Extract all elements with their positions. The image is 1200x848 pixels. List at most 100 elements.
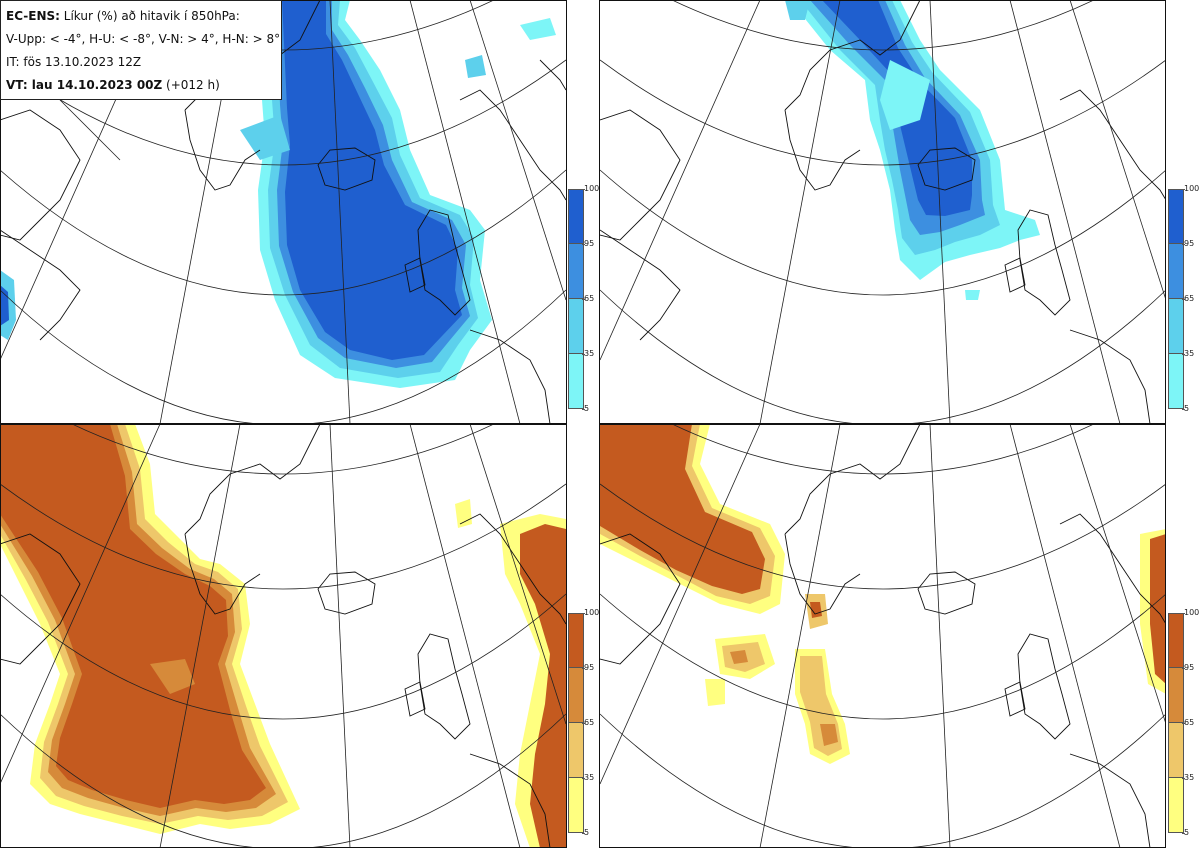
prob-blob-b-core — [820, 724, 838, 746]
meridian-20w — [759, 424, 841, 848]
legend-tick-label: 35 — [1184, 773, 1195, 782]
iceland-coast — [317, 147, 376, 191]
europe-coast — [469, 753, 551, 848]
graticule — [600, 424, 1166, 848]
map-top-right-svg — [600, 0, 1166, 424]
legend-tick-label: 95 — [1184, 663, 1195, 672]
legend-tick-mark — [582, 668, 585, 669]
europe-coast — [1069, 329, 1151, 424]
legend-tick-mark — [582, 833, 585, 834]
parallel-70 — [600, 59, 1166, 166]
legend-tick-mark — [582, 778, 585, 779]
iceland-coast — [317, 571, 376, 615]
europe-coast — [469, 329, 551, 424]
legend-cold-top-right: 100 95 65 35 5 — [1168, 185, 1199, 413]
ireland-coast — [404, 681, 426, 717]
legend-swatch — [568, 299, 584, 354]
prob-95 — [600, 424, 765, 594]
ireland-coast — [1004, 681, 1026, 717]
greenland-coast — [184, 424, 321, 535]
labrador-coast — [600, 229, 681, 341]
parallel-80 — [671, 0, 1095, 51]
meridian-40e — [1069, 424, 1166, 725]
parallel-50 — [600, 713, 1166, 848]
legend-tick-mark — [1182, 778, 1185, 779]
prob-blob-d — [705, 679, 725, 706]
legend-tick-mark — [1182, 723, 1185, 724]
legend-tick-label: 95 — [1184, 239, 1195, 248]
prob-greenland-strip — [240, 115, 290, 160]
legend-tick-label: 5 — [1184, 828, 1190, 837]
warm-probability-field — [0, 424, 566, 848]
meridian-40w — [600, 0, 761, 361]
legend-tick-mark — [1182, 668, 1185, 669]
legend-tick-mark — [582, 354, 585, 355]
coastlines — [600, 0, 1166, 424]
canada-coast — [0, 533, 81, 665]
map-panel-bottom-right — [600, 424, 1166, 848]
parallel-50 — [0, 713, 566, 848]
legend-tick-label: 95 — [584, 663, 595, 672]
legend-swatch — [1168, 189, 1184, 244]
legend-tick-mark — [582, 409, 585, 410]
legend-swatch — [1168, 354, 1184, 409]
meridian-20w — [159, 424, 241, 848]
legend-tick-label: 5 — [584, 828, 590, 837]
legend-swatch — [568, 778, 584, 833]
meridian-0 — [329, 424, 351, 848]
legend-swatch — [1168, 723, 1184, 778]
greenland-coast — [784, 424, 921, 535]
legend-swatch — [1168, 613, 1184, 668]
cold-probability-field — [785, 0, 1040, 300]
canada-coast — [600, 109, 681, 241]
legend-tick-label: 100 — [1184, 608, 1200, 617]
legend-swatch — [1168, 299, 1184, 354]
legend-tick-mark — [582, 244, 585, 245]
norway-coast — [459, 513, 566, 625]
prob-northeast-blob — [520, 18, 556, 40]
meridian-20e — [1009, 0, 1121, 424]
legend-swatch — [568, 668, 584, 723]
map-bottom-left-svg — [0, 424, 566, 848]
svalbard-coast — [539, 59, 566, 91]
legend-swatch — [568, 613, 584, 668]
parallel-70 — [600, 483, 1166, 590]
parallel-70 — [0, 483, 566, 590]
legend-tick-mark — [1182, 409, 1185, 410]
britain-coast — [1017, 209, 1071, 316]
title-text: Líkur (%) að hitavik í 850hPa: — [63, 9, 240, 23]
graticule — [600, 0, 1166, 424]
map-panel-top-left — [0, 0, 566, 424]
legend-swatch — [1168, 778, 1184, 833]
legend-tick-label: 100 — [584, 184, 600, 193]
prob-inner-patch — [150, 659, 195, 694]
prob-greenland-spot — [880, 60, 930, 130]
prob-small-blob — [455, 499, 472, 528]
ireland-coast — [404, 257, 426, 293]
europe-coast — [1069, 753, 1151, 848]
parallel-60 — [600, 169, 1166, 296]
thresholds-line: V-Upp: < -4°, H-U: < -8°, V-N: > 4°, H-N… — [6, 32, 281, 46]
britain-coast — [417, 209, 471, 316]
canada-coast — [600, 533, 681, 665]
greenland-south-coast — [784, 109, 861, 191]
legend-tick-label: 95 — [584, 239, 595, 248]
meridian-20e — [409, 0, 521, 424]
meridian-40w — [0, 424, 161, 785]
prob-blob-a-core — [730, 650, 748, 664]
legend-tick-label: 65 — [584, 294, 595, 303]
ireland-coast — [1004, 257, 1026, 293]
legend-tick-mark — [582, 723, 585, 724]
meridian-20e — [409, 424, 521, 848]
legend-tick-mark — [1182, 299, 1185, 300]
prob-small-blob — [965, 290, 980, 300]
legend-tick-mark — [582, 299, 585, 300]
parallel-80 — [671, 424, 1095, 475]
prob-east-edge-core — [1150, 534, 1166, 684]
map-panel-bottom-left — [0, 424, 566, 848]
legend-tick-mark — [1182, 354, 1185, 355]
legend-swatch — [568, 723, 584, 778]
parallel-50 — [0, 289, 566, 424]
greenland-south-coast — [784, 533, 861, 615]
parallel-80 — [71, 424, 495, 475]
